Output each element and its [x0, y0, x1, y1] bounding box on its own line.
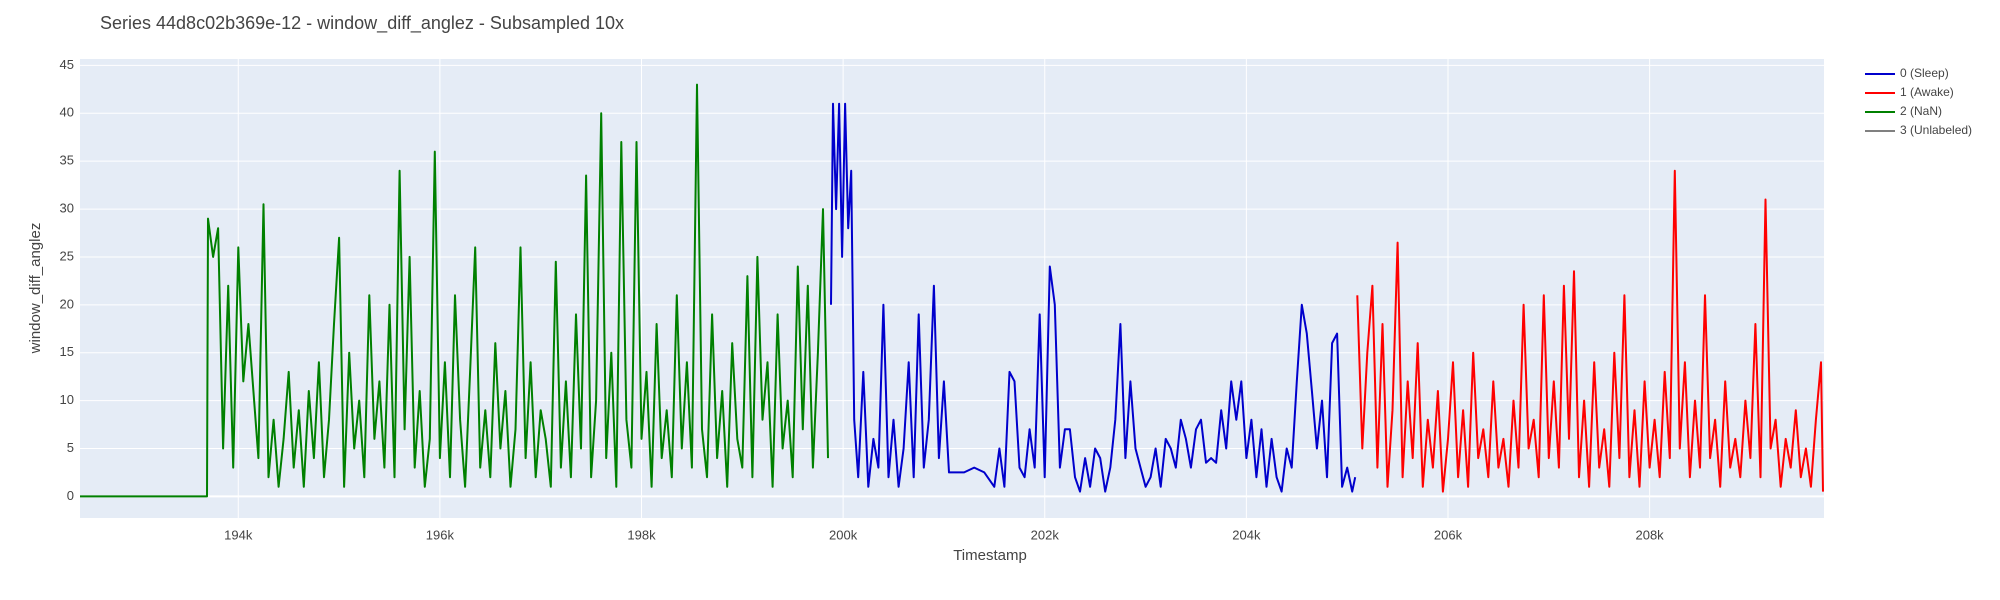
y-tick-label: 10 — [60, 392, 74, 407]
plot-area — [80, 59, 1824, 518]
data-line — [80, 83, 829, 498]
x-tick-label: 202k — [1031, 527, 1060, 542]
y-axis-title: window_diff_anglez — [27, 223, 44, 355]
x-tick-label: 198k — [627, 527, 656, 542]
data-line — [1356, 169, 1824, 493]
y-tick-label: 0 — [67, 488, 74, 503]
y-tick-label: 25 — [60, 248, 74, 263]
data-line — [830, 102, 1357, 493]
y-tick-label: 20 — [60, 296, 74, 311]
y-tick-label: 45 — [60, 57, 74, 72]
y-tick-label: 5 — [67, 440, 74, 455]
y-tick-label: 30 — [60, 201, 74, 216]
x-tick-label: 208k — [1635, 527, 1664, 542]
x-tick-label: 200k — [829, 527, 858, 542]
x-tick-label: 206k — [1434, 527, 1463, 542]
chart-title: Series 44d8c02b369e-12 - window_diff_ang… — [100, 13, 624, 34]
y-tick-label: 40 — [60, 105, 74, 120]
legend-label[interactable]: 2 (NaN) — [1900, 104, 1942, 118]
legend-label[interactable]: 3 (Unlabeled) — [1900, 123, 1972, 137]
y-tick-label: 15 — [60, 344, 74, 359]
legend-label[interactable]: 0 (Sleep) — [1900, 66, 1949, 80]
x-tick-label: 194k — [224, 527, 253, 542]
x-tick-label: 204k — [1232, 527, 1261, 542]
y-tick-label: 35 — [60, 153, 74, 168]
x-tick-label: 196k — [426, 527, 455, 542]
x-axis-title: Timestamp — [953, 547, 1027, 564]
legend-label[interactable]: 1 (Awake) — [1900, 85, 1954, 99]
